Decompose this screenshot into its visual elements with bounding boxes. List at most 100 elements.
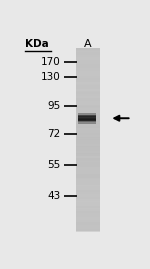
Bar — [76, 176, 100, 179]
Bar — [78, 118, 96, 119]
Bar — [76, 187, 100, 190]
Bar — [76, 103, 100, 105]
Bar — [76, 133, 100, 135]
Bar — [76, 158, 100, 161]
Bar — [76, 89, 100, 92]
Bar — [76, 155, 100, 158]
Bar — [76, 220, 100, 222]
Bar — [76, 165, 100, 167]
Bar — [76, 222, 100, 225]
Bar — [76, 123, 100, 126]
Bar — [76, 190, 100, 193]
Bar — [76, 52, 100, 55]
Bar — [76, 192, 100, 195]
Text: KDa: KDa — [25, 39, 49, 49]
Bar — [76, 144, 100, 147]
Bar — [76, 75, 100, 78]
Bar — [76, 128, 100, 131]
Bar — [76, 62, 100, 64]
Bar — [76, 201, 100, 204]
Bar — [76, 121, 100, 124]
Bar — [76, 105, 100, 108]
Bar — [78, 123, 96, 124]
Text: 170: 170 — [41, 57, 61, 67]
Text: 95: 95 — [47, 101, 61, 111]
Bar — [76, 73, 100, 76]
Bar — [76, 194, 100, 197]
Bar — [78, 115, 96, 116]
Text: 55: 55 — [47, 160, 61, 170]
Bar — [76, 126, 100, 128]
Bar — [76, 87, 100, 90]
Text: 72: 72 — [47, 129, 61, 139]
Bar — [78, 122, 96, 123]
Bar — [76, 199, 100, 202]
Bar — [76, 137, 100, 140]
Bar — [76, 94, 100, 96]
Bar — [76, 160, 100, 163]
Bar — [76, 98, 100, 101]
Bar — [78, 116, 96, 117]
Bar — [76, 107, 100, 110]
Bar — [76, 71, 100, 73]
Bar — [76, 226, 100, 229]
Bar — [76, 57, 100, 60]
Bar — [76, 119, 100, 122]
Bar — [76, 162, 100, 165]
Bar — [76, 66, 100, 69]
Bar — [76, 48, 100, 231]
Bar — [76, 91, 100, 94]
Bar — [76, 151, 100, 154]
Bar — [78, 119, 96, 120]
Bar — [76, 197, 100, 199]
Bar — [76, 84, 100, 87]
Bar — [76, 50, 100, 53]
Bar — [76, 208, 100, 211]
Bar — [76, 185, 100, 188]
Bar — [76, 114, 100, 117]
Text: A: A — [84, 39, 91, 49]
Text: 130: 130 — [41, 72, 61, 82]
Bar — [78, 117, 96, 118]
Bar — [76, 59, 100, 62]
Bar — [76, 142, 100, 144]
Bar — [76, 130, 100, 133]
Bar — [76, 116, 100, 119]
Bar — [76, 64, 100, 66]
Bar — [76, 204, 100, 206]
Bar — [76, 181, 100, 183]
Bar — [76, 229, 100, 232]
Bar — [78, 121, 96, 122]
Bar — [76, 169, 100, 172]
Bar — [76, 211, 100, 213]
Bar — [76, 146, 100, 149]
Bar — [76, 101, 100, 103]
Bar — [78, 113, 96, 114]
Bar — [76, 82, 100, 85]
Bar — [76, 55, 100, 57]
Bar — [76, 96, 100, 99]
Bar — [76, 77, 100, 80]
Bar — [76, 167, 100, 170]
Text: 43: 43 — [47, 191, 61, 201]
Bar — [76, 139, 100, 142]
Bar — [76, 110, 100, 112]
Bar — [76, 135, 100, 137]
Bar — [76, 153, 100, 156]
Bar — [76, 213, 100, 215]
Bar — [76, 48, 100, 51]
Bar — [76, 172, 100, 174]
Bar — [76, 217, 100, 220]
Bar — [76, 183, 100, 186]
Bar — [78, 120, 96, 121]
Bar — [76, 149, 100, 151]
Bar — [76, 68, 100, 71]
Bar — [76, 112, 100, 115]
Bar — [76, 215, 100, 218]
Bar — [76, 206, 100, 209]
Bar — [76, 80, 100, 83]
Bar — [76, 174, 100, 176]
Bar — [78, 114, 96, 115]
Bar — [76, 178, 100, 181]
Bar — [76, 224, 100, 227]
